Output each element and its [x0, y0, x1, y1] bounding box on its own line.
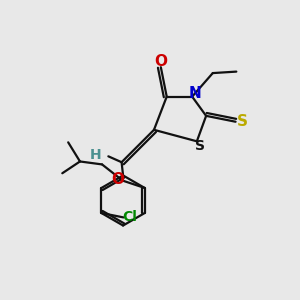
- Text: N: N: [188, 86, 201, 101]
- Text: Cl: Cl: [122, 210, 137, 224]
- Text: S: S: [236, 114, 247, 129]
- Text: O: O: [154, 54, 167, 69]
- Text: O: O: [112, 172, 124, 187]
- Text: S: S: [195, 139, 206, 153]
- Text: H: H: [90, 148, 101, 162]
